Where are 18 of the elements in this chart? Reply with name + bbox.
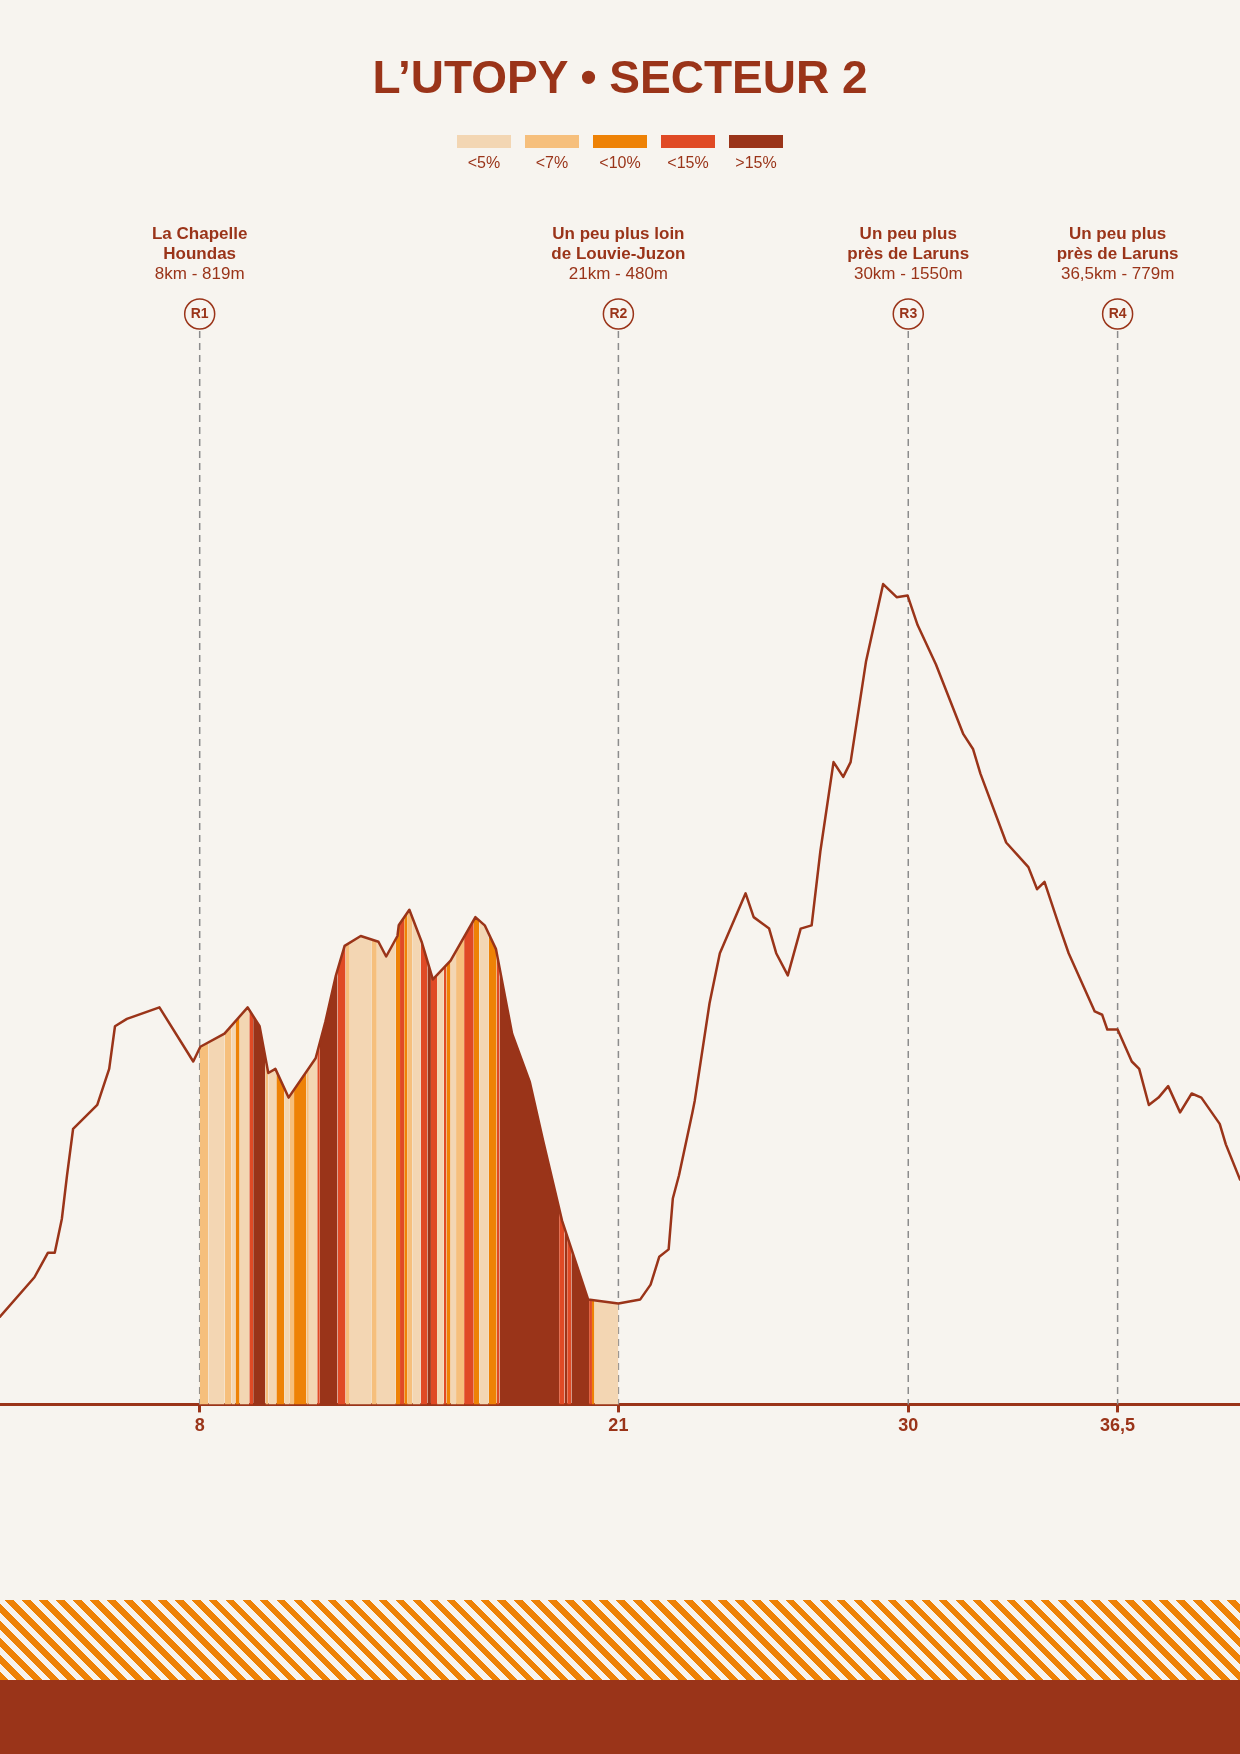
x-tick-label: 8 [194, 1415, 205, 1436]
legend-label: <5% [467, 154, 501, 172]
legend-label: <7% [535, 154, 569, 172]
chart-title: L’UTOPY • SECTEUR 2 [372, 51, 868, 103]
text: Un peu plus près de Laruns 30km - 1550m [847, 224, 970, 284]
ref-line-label: R3 [899, 304, 918, 321]
text: Un peu plus loin de Louvie-Juzon 21km - 480m [551, 224, 686, 284]
ref-line-label: R2 [609, 304, 628, 321]
x-tick-label: 36,5 [1100, 1415, 1136, 1436]
x-tick-label: 30 [898, 1415, 919, 1436]
legend-label: <10% [599, 154, 641, 172]
text: Un peu plus près de Laruns 36,5km - 779m [1056, 224, 1179, 284]
legend-label: >15% [735, 154, 777, 172]
legend-label: <15% [667, 154, 709, 172]
text: La Chapelle Houndas 8km - 819m [151, 224, 248, 284]
ref-line-label: R4 [1108, 304, 1127, 321]
ref-line-label: R1 [190, 304, 209, 321]
x-tick-label: 21 [608, 1415, 629, 1436]
